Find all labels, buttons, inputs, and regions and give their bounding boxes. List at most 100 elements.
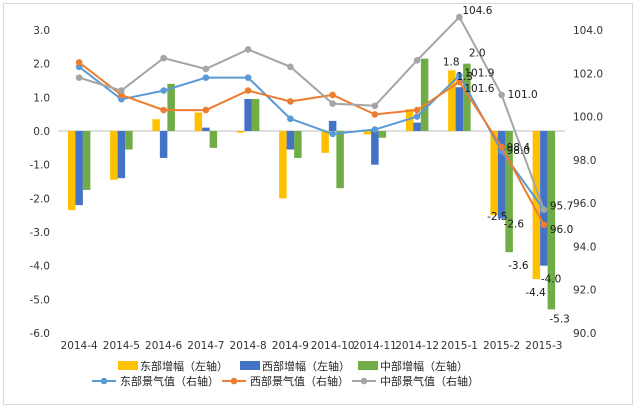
left-axis-tick-label: 2.0 [33, 59, 50, 71]
bar [279, 131, 287, 199]
legend-label: 东部景气值（右轴） [120, 374, 219, 388]
bar [82, 131, 91, 190]
line-point [371, 111, 379, 118]
right-axis-tick-label: 94.0 [573, 241, 596, 253]
line-point [244, 74, 252, 81]
bar [244, 99, 252, 131]
legend-marker [100, 377, 108, 385]
x-axis-tick-label: 2015-1 [441, 340, 478, 352]
x-axis-tick-label: 2014-7 [187, 340, 224, 352]
bar [294, 131, 302, 158]
data-label: 2.0 [469, 48, 486, 60]
right-axis-tick-label: 90.0 [573, 328, 596, 340]
data-label: 98.0 [507, 145, 530, 157]
line-point [75, 59, 83, 66]
line-point [456, 13, 463, 21]
bar [75, 131, 83, 206]
x-axis-tick-label: 2014-8 [230, 340, 267, 352]
bar [209, 131, 218, 148]
left-axis-tick-label: 0.0 [33, 126, 50, 138]
bar [194, 112, 203, 131]
line-point [456, 78, 463, 86]
x-axis-tick-label: 2014-4 [61, 340, 99, 352]
bar [505, 131, 513, 253]
data-label: 98.4 [507, 142, 531, 154]
line-point [75, 74, 83, 81]
data-label: -2.5 [487, 211, 508, 223]
legend-label: 中部增幅（左轴） [380, 359, 468, 373]
bar [532, 131, 541, 280]
series-line [78, 65, 545, 211]
line-point [371, 102, 379, 110]
bar [321, 131, 329, 153]
data-label: 96.0 [550, 224, 573, 236]
x-axis-tick-label: 2014-6 [145, 340, 183, 352]
line-point [413, 57, 421, 64]
data-label: -4.4 [525, 287, 546, 299]
data-label: -2.6 [504, 219, 525, 231]
line-point [329, 91, 336, 99]
legend-label: 中部景气值（右轴） [380, 374, 479, 388]
left-axis-tick-label: -1.0 [30, 160, 51, 172]
axes: 3.0 2.0 1.0 0.0 -1.0 -2.0 -3.0 -4.0 -5.0 -6.0 104.… [30, 25, 604, 352]
left-axis-tick-label: -3.0 [30, 227, 51, 239]
bar [125, 131, 133, 150]
series-line [78, 15, 545, 210]
bar [405, 109, 414, 131]
bar [497, 131, 506, 219]
left-axis-tick-label: -5.0 [30, 294, 51, 306]
data-label: -3.6 [508, 260, 529, 272]
bar [110, 131, 118, 180]
bar [67, 131, 76, 211]
line-point [118, 87, 125, 94]
bar [371, 131, 379, 165]
right-axis-tick-label: 104.0 [573, 25, 603, 37]
data-label: 1.8 [443, 56, 460, 68]
right-axis-tick-label: 100.0 [573, 112, 603, 124]
bars [67, 58, 556, 310]
bar [251, 99, 260, 131]
x-axis-tick-label: 2014-5 [103, 340, 140, 352]
right-axis-tick-label: 98.0 [573, 155, 596, 167]
data-label: 101.6 [464, 83, 494, 95]
lines [75, 13, 548, 229]
series-line [78, 61, 545, 226]
left-axis-tick-label: -6.0 [30, 328, 51, 340]
bar [363, 131, 372, 135]
left-axis-tick-label: -4.0 [30, 261, 51, 273]
bar [336, 131, 344, 189]
data-label: 104.6 [462, 5, 492, 17]
line-point [498, 91, 505, 99]
legend-label: 西部增幅（左轴） [262, 359, 350, 373]
line-point [160, 54, 167, 62]
data-label: 1.3 [456, 71, 473, 83]
line-point [456, 72, 463, 79]
line-point [540, 221, 548, 229]
chart-frame [3, 3, 633, 405]
legend-swatch [358, 361, 378, 370]
left-axis-tick-label: -2.0 [30, 193, 51, 205]
right-axis-tick-label: 92.0 [573, 285, 596, 297]
left-axis-tick-label: 3.0 [33, 25, 50, 37]
line-point [329, 100, 336, 107]
bar [448, 70, 456, 131]
bar [167, 83, 175, 131]
line-point [160, 106, 167, 114]
line-point [498, 143, 505, 151]
line-point [329, 130, 336, 138]
bar [152, 119, 160, 131]
line-point [160, 87, 167, 94]
legend-label: 西部景气值（右轴） [250, 374, 349, 388]
x-axis-tick-label: 2015-2 [483, 340, 520, 352]
bar [413, 122, 421, 131]
line-point [202, 106, 210, 114]
bar [378, 131, 387, 138]
line-point [371, 126, 379, 133]
legend-marker [230, 377, 238, 385]
left-axis-tick-label: 1.0 [33, 92, 50, 104]
bar [490, 131, 498, 216]
line-point [244, 46, 252, 53]
line-point [413, 113, 421, 120]
bar [236, 131, 245, 133]
